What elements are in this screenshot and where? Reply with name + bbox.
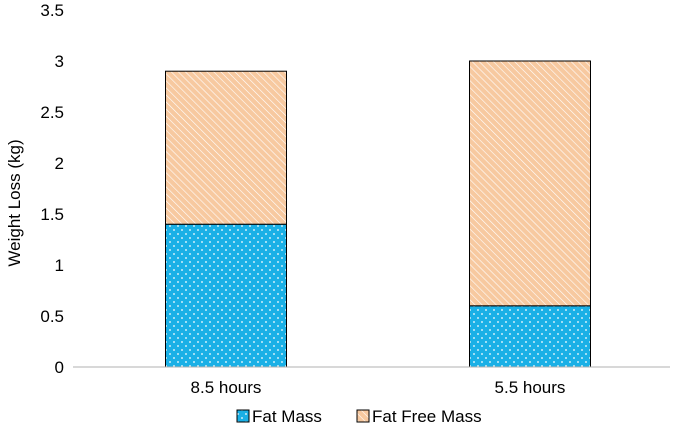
bar-segment-fat-mass bbox=[165, 223, 287, 368]
legend-swatch bbox=[356, 409, 370, 423]
x-axis-ticks: 8.5 hours 5.5 hours bbox=[191, 378, 566, 397]
y-tick-label: 1.5 bbox=[40, 205, 64, 224]
y-tick-label: 3.5 bbox=[40, 1, 64, 20]
y-tick-label: 2.5 bbox=[40, 103, 64, 122]
y-axis-title: Weight Loss (kg) bbox=[5, 139, 24, 266]
y-tick-label: 1 bbox=[55, 256, 64, 275]
legend-swatch bbox=[236, 409, 250, 423]
x-tick-label: 5.5 hours bbox=[495, 378, 566, 397]
legend: Fat Mass Fat Free Mass bbox=[236, 407, 482, 426]
y-axis-ticks: 0 0.5 1 1.5 2 2.5 3 3.5 bbox=[40, 1, 64, 377]
bars-group bbox=[165, 60, 591, 368]
y-tick-label: 3 bbox=[55, 52, 64, 71]
y-tick-label: 0 bbox=[55, 358, 64, 377]
y-tick-label: 0.5 bbox=[40, 307, 64, 326]
legend-label: Fat Mass bbox=[252, 407, 322, 426]
bar-segment-fat-mass bbox=[469, 305, 591, 368]
bar-segment-fat-free-mass bbox=[165, 70, 287, 225]
legend-label: Fat Free Mass bbox=[372, 407, 482, 426]
x-tick-label: 8.5 hours bbox=[191, 378, 262, 397]
bar-segment-fat-free-mass bbox=[469, 60, 591, 307]
y-tick-label: 2 bbox=[55, 154, 64, 173]
